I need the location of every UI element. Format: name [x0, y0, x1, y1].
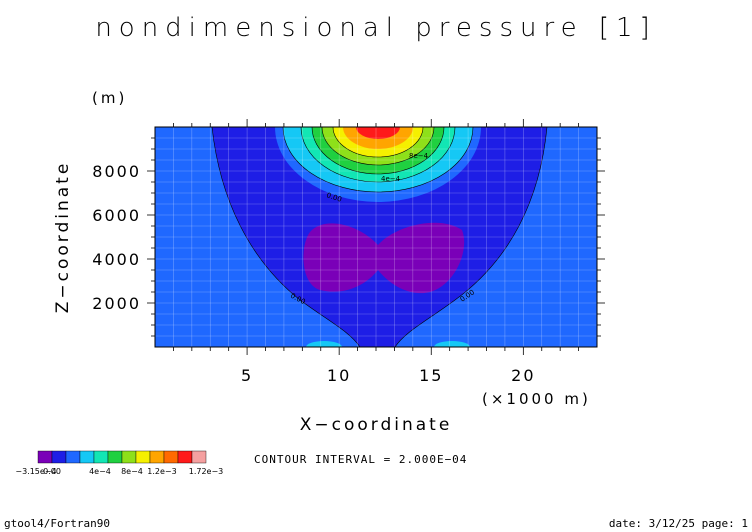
grid-lines [155, 127, 597, 347]
footer-right: date: 3/12/25 page: 1 [609, 517, 748, 530]
y-tick-label: 2000 [92, 294, 141, 313]
colorbar-swatch [51, 450, 67, 464]
colorbar-swatch [191, 450, 207, 464]
ring-8 [356, 127, 400, 139]
x-tick-label: 15 [419, 366, 443, 385]
y-tick-label: 6000 [92, 206, 141, 225]
colorbar-swatch [149, 450, 165, 464]
x-tick-label: 5 [241, 366, 253, 385]
x-axis-unit: (×1000 m) [482, 390, 591, 408]
y-tick-label: 4000 [92, 250, 141, 269]
colorbar-label: 4e−4 [89, 467, 111, 476]
colorbar-swatch [135, 450, 151, 464]
colorbar-swatch [121, 450, 137, 464]
colorbar-label: −3.15e−4 [15, 467, 56, 476]
colorbar-label: 1.72e−3 [189, 467, 224, 476]
footer-left: gtool4/Fortran90 [4, 517, 110, 530]
contour-interval-text: CONTOUR INTERVAL = 2.000E−04 [254, 453, 467, 466]
axis-ticks: 5 10 15 20 2000 4000 6000 8000 [92, 119, 605, 385]
colorbar-swatch [65, 450, 81, 464]
bottom-blob-right [434, 341, 470, 347]
band-zero-neg [212, 127, 547, 347]
colorbar-swatch [79, 450, 95, 464]
y-axis-unit: (m) [92, 89, 127, 107]
bottom-blob-left [306, 341, 342, 347]
contour-field: 8e−4 4e−4 0.00 0.00 0.00 [155, 127, 597, 347]
x-axis-label: X−coordinate [300, 415, 453, 435]
colorbar-swatch [163, 450, 179, 464]
x-tick-label: 10 [327, 366, 351, 385]
contour-label: 4e−4 [381, 175, 401, 183]
colorbar-swatch [177, 450, 193, 464]
y-tick-label: 8000 [92, 162, 141, 181]
colorbar-label: 1.2e−3 [147, 467, 176, 476]
colorbar-label: 0.00 [43, 467, 61, 476]
contour-label: 8e−4 [409, 152, 429, 160]
x-tick-label: 20 [511, 366, 535, 385]
colorbar-label: 8e−4 [121, 467, 143, 476]
band-minimum [303, 222, 465, 294]
chart-title: nondimensional pressure [1] [95, 13, 656, 43]
colorbar: −3.15e−40.00 4e−4 8e−4 1.2e−3 1.72e−3 [15, 450, 224, 476]
colorbar-swatch [37, 450, 53, 464]
contour-lines [211, 127, 548, 347]
y-axis-label: Z−coordinate [53, 161, 73, 314]
colorbar-swatch [93, 450, 109, 464]
colorbar-swatch [107, 450, 123, 464]
